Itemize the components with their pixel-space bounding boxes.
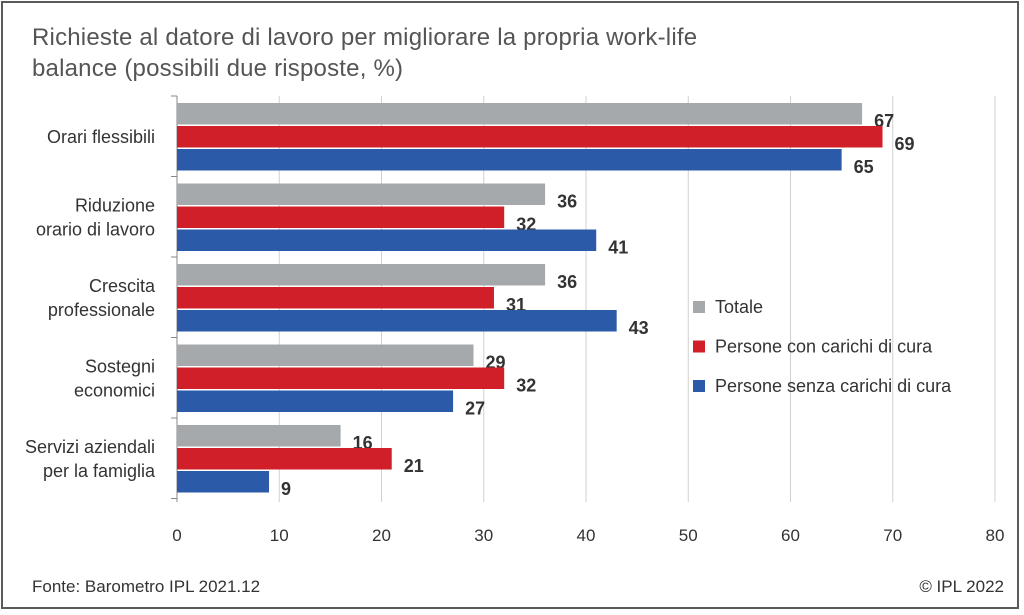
x-tick-label: 40 (577, 526, 596, 545)
category-label: Sostegni (85, 356, 155, 376)
category-label: Servizi aziendali (25, 437, 155, 457)
source-note: Fonte: Barometro IPL 2021.12 (32, 577, 261, 596)
bar (177, 390, 454, 412)
legend-swatch (693, 340, 705, 353)
data-label: 41 (608, 237, 628, 257)
category-label: professionale (48, 300, 155, 320)
bar (177, 229, 597, 251)
data-label: 43 (629, 318, 649, 338)
data-label: 32 (516, 375, 536, 395)
category-label: Orari flessibili (47, 127, 155, 147)
x-tick-label: 30 (474, 526, 493, 545)
data-label: 21 (404, 456, 424, 476)
category-label: orario di lavoro (36, 219, 155, 239)
data-label: 16 (353, 433, 373, 453)
bar (177, 206, 505, 228)
data-label: 36 (557, 191, 577, 211)
x-tick-label: 20 (372, 526, 391, 545)
bar (177, 310, 617, 332)
legend-label: Persone senza carichi di cura (715, 376, 952, 396)
data-label: 65 (854, 157, 874, 177)
chart-title-line-2: balance (possibili due risposte, %) (32, 55, 404, 82)
category-label: Riduzione (75, 195, 155, 215)
legend-swatch (693, 301, 705, 313)
bar (177, 425, 341, 447)
x-tick-label: 80 (986, 526, 1005, 545)
data-label: 32 (516, 214, 536, 234)
x-tick-label: 70 (883, 526, 902, 545)
bar (177, 126, 883, 148)
data-label: 36 (557, 272, 577, 292)
legend-swatch (693, 380, 705, 392)
bar (177, 344, 474, 366)
category-label: Crescita (89, 276, 156, 296)
x-tick-label: 60 (781, 526, 800, 545)
bar (177, 471, 270, 493)
data-label: 27 (465, 398, 485, 418)
bar (177, 448, 392, 470)
bar (177, 287, 494, 309)
bar (177, 264, 546, 286)
chart-title: Richieste al datore di lavoro per miglio… (32, 22, 697, 84)
x-tick-label: 0 (172, 526, 181, 545)
data-label: 67 (874, 111, 894, 131)
bar (177, 183, 546, 205)
data-label: 69 (895, 134, 915, 154)
legend-label: Persone con carichi di cura (715, 337, 933, 357)
x-tick-label: 10 (270, 526, 289, 545)
data-label: 31 (506, 295, 526, 315)
data-label: 9 (281, 479, 291, 499)
copyright-note: © IPL 2022 (919, 577, 1004, 596)
bar (177, 367, 505, 389)
category-label: economici (74, 380, 155, 400)
category-label: per la famiglia (43, 461, 156, 481)
chart-title-line-1: Richieste al datore di lavoro per miglio… (32, 24, 698, 51)
legend-label: Totale (715, 297, 763, 317)
bar (177, 149, 842, 171)
x-tick-label: 50 (679, 526, 698, 545)
data-label: 29 (486, 352, 506, 372)
bar (177, 103, 863, 125)
